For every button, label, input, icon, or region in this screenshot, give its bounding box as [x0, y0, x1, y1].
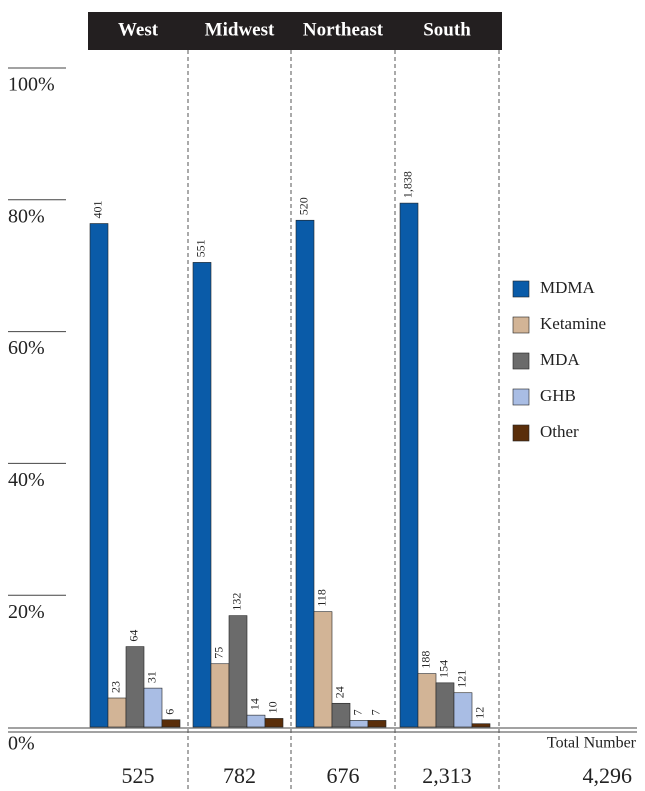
count-label: 551 — [194, 239, 208, 257]
legend-swatch — [512, 424, 530, 442]
legend-label: MDA — [540, 350, 580, 369]
bar — [399, 202, 419, 728]
bar — [313, 611, 333, 728]
count-label: 10 — [266, 701, 280, 713]
bar — [435, 682, 455, 728]
count-label: 12 — [473, 707, 487, 719]
count-label: 132 — [230, 593, 244, 611]
legend-label: Other — [540, 422, 579, 441]
total: 676 — [327, 763, 360, 788]
count-label: 154 — [437, 660, 451, 678]
legend-label: Ketamine — [540, 314, 606, 333]
bar — [228, 615, 248, 728]
bar — [246, 714, 266, 728]
y-tick-label: 20% — [8, 601, 45, 623]
bar — [89, 223, 109, 728]
legend-swatch — [512, 388, 530, 406]
count-label: 7 — [351, 709, 365, 715]
count-label: 401 — [91, 201, 105, 219]
count-label: 118 — [315, 589, 329, 607]
total: 782 — [223, 763, 256, 788]
y-tick-label: 0% — [8, 733, 35, 755]
y-tick-label: 40% — [8, 469, 45, 491]
count-label: 31 — [145, 671, 159, 683]
count-label: 121 — [455, 670, 469, 688]
y-tick-label: 100% — [8, 74, 55, 96]
y-tick-label: 80% — [8, 205, 45, 227]
legend-swatch — [512, 352, 530, 370]
count-label: 64 — [127, 630, 141, 642]
count-label: 24 — [333, 686, 347, 698]
bar — [331, 702, 351, 728]
legend-label: GHB — [540, 386, 576, 405]
bar — [161, 719, 181, 728]
y-tick-label: 60% — [8, 337, 45, 359]
region-label: Northeast — [303, 19, 384, 40]
bar — [210, 663, 230, 728]
grand-total: 4,296 — [583, 763, 633, 788]
count-label: 6 — [163, 709, 177, 715]
bar — [349, 720, 369, 728]
count-label: 188 — [419, 651, 433, 669]
bar — [107, 697, 127, 728]
bar — [453, 692, 473, 728]
count-label: 75 — [212, 647, 226, 659]
bar — [367, 720, 387, 728]
region-label: South — [423, 19, 471, 40]
count-label: 520 — [297, 197, 311, 215]
bar — [192, 262, 212, 728]
region-label: West — [118, 19, 159, 40]
count-label: 14 — [248, 698, 262, 710]
bar — [295, 219, 315, 728]
bar — [143, 687, 163, 728]
count-label: 7 — [369, 709, 383, 715]
bar — [471, 723, 491, 728]
bar — [125, 646, 145, 728]
total: 525 — [122, 763, 155, 788]
count-label: 23 — [109, 681, 123, 693]
region-label: Midwest — [205, 19, 275, 40]
count-label: 1,838 — [401, 171, 415, 198]
header-band — [88, 12, 502, 50]
bar — [264, 718, 284, 728]
legend-swatch — [512, 280, 530, 298]
legend-swatch — [512, 316, 530, 334]
bar — [417, 673, 437, 728]
legend-label: MDMA — [540, 278, 596, 297]
total: 2,313 — [422, 763, 472, 788]
total-number-label: Total Number — [547, 735, 637, 752]
